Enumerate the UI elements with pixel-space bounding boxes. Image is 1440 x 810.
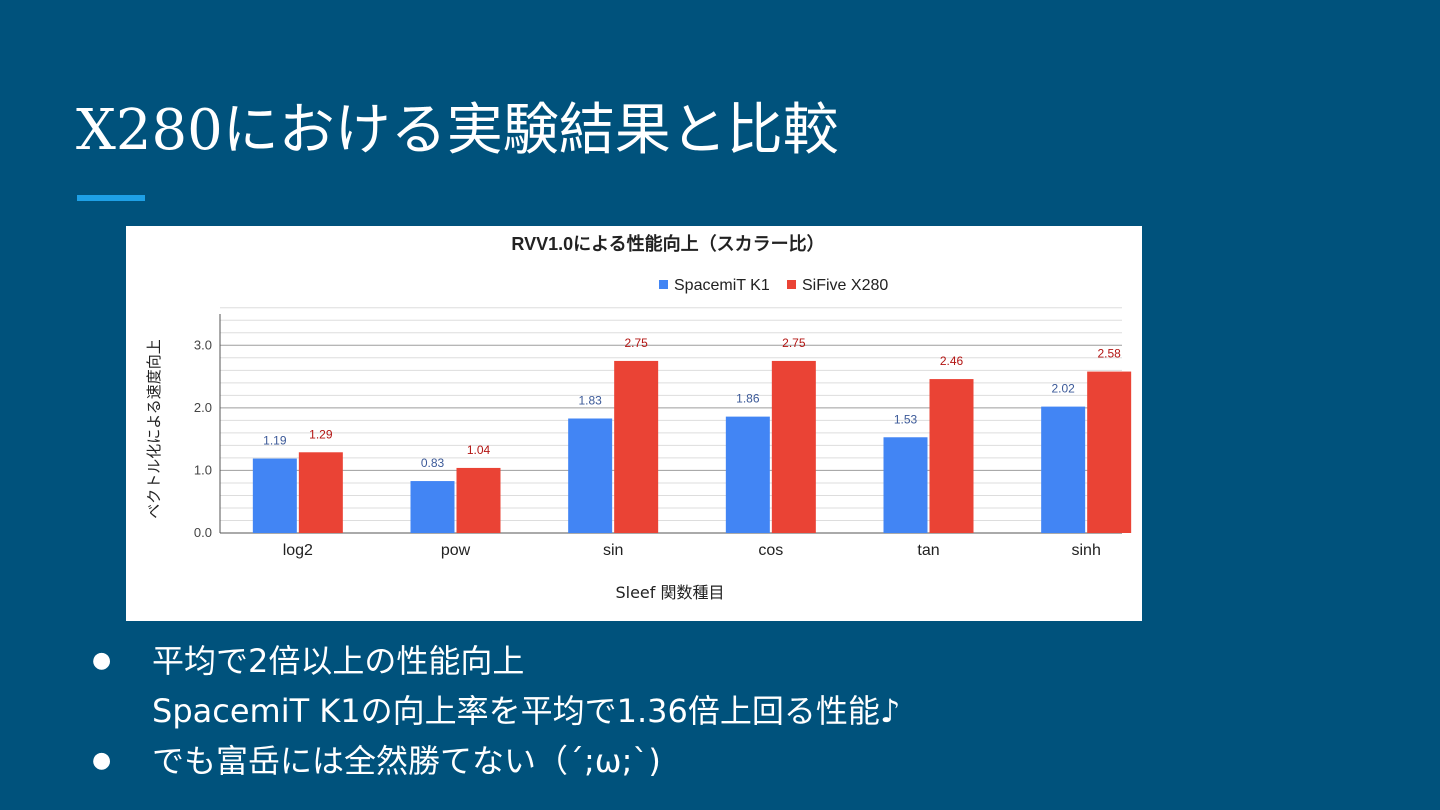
chart-gridlines [219,307,1122,534]
chart-panel: RVV1.0による性能向上（スカラー比） SpacemiT K1 SiFive … [126,226,1142,621]
bullet-item: ● 平均で2倍以上の性能向上 SpacemiT K1の向上率を平均で1.36倍上… [92,636,900,736]
bar-x280-tan [929,379,974,533]
bar-k1-sin [568,418,613,533]
legend-label-k1: SpacemiT K1 [674,277,770,294]
x-tick-label: cos [758,542,783,559]
data-label: 2.75 [782,336,806,350]
data-label: 1.04 [467,443,491,457]
y-tick-label: 1.0 [194,462,212,477]
legend-swatch-k1 [659,280,668,289]
x-tick-labels: log2 pow sin cos tan sinh [283,542,1101,559]
x-tick-label: sinh [1071,542,1100,559]
data-label: 1.53 [894,412,918,426]
legend-label-x280: SiFive X280 [802,277,888,294]
slide-title: X280における実験結果と比較 [76,98,839,163]
data-label: 1.86 [736,392,760,406]
bullet-text: SpacemiT K1の向上率を平均で1.36倍上回る性能♪ [152,692,901,730]
data-label: 2.75 [624,336,648,350]
chart-bars [252,360,1132,533]
y-tick-label: 0.0 [194,525,212,540]
data-label: 0.83 [421,456,445,470]
bar-k1-sinh [1041,406,1086,533]
y-tick-label: 2.0 [194,400,212,415]
x-tick-label: sin [603,542,623,559]
bullet-text: 平均で2倍以上の性能向上 [152,642,525,680]
bullet-item: ● でも富岳には全然勝てない（´;ω;`) [92,736,900,786]
x-tick-label: pow [441,542,471,559]
legend-swatch-x280 [787,280,796,289]
y-tick-labels: 0.0 1.0 2.0 3.0 [194,337,212,540]
bullet-list: ● 平均で2倍以上の性能向上 SpacemiT K1の向上率を平均で1.36倍上… [92,636,900,786]
bar-x280-log2 [298,452,343,533]
title-underline [77,195,145,201]
bar-k1-tan [883,437,928,533]
bar-k1-pow [410,481,455,533]
bar-k1-cos [725,416,770,533]
x-axis-label: Sleef 関数種目 [615,583,724,602]
bar-x280-sinh [1087,371,1132,533]
bar-k1-log2 [252,458,297,533]
data-label: 1.29 [309,427,333,441]
bar-x280-pow [456,467,501,533]
bar-x280-sin [614,360,659,533]
y-axis-label: ベクトル化による速度向上 [145,339,163,519]
bullet-text: でも富岳には全然勝てない（´;ω;`) [152,742,661,780]
chart-legend: SpacemiT K1 SiFive X280 [659,277,888,294]
bar-chart: RVV1.0による性能向上（スカラー比） SpacemiT K1 SiFive … [145,233,1132,602]
y-tick-label: 3.0 [194,337,212,352]
x-tick-label: tan [917,542,939,559]
data-label: 2.58 [1097,347,1121,361]
data-labels: 1.19 1.29 0.83 1.04 1.83 2.75 1.86 2.75 1.53 2.46… [263,336,1121,470]
x-tick-label: log2 [283,542,313,559]
bullet-dot: ● [92,648,112,673]
data-label: 1.83 [578,393,602,407]
chart-title: RVV1.0による性能向上（スカラー比） [511,233,824,254]
bar-x280-cos [771,360,816,533]
data-label: 2.46 [940,354,964,368]
data-label: 1.19 [263,434,287,448]
data-label: 2.02 [1051,382,1075,396]
bullet-dot: ● [92,748,112,773]
